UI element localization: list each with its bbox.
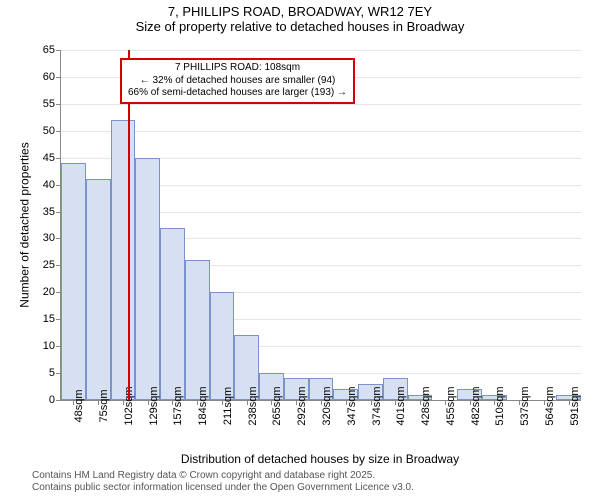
y-tick-mark: [56, 131, 61, 132]
histogram-bar: [61, 163, 86, 400]
y-tick-label: 15: [43, 313, 55, 325]
y-tick-label: 20: [43, 286, 55, 298]
x-tick-label: 482sqm: [470, 386, 482, 425]
x-tick-label: 428sqm: [420, 386, 432, 425]
annotation-box: 7 PHILLIPS ROAD: 108sqm ← 32% of detache…: [120, 58, 355, 104]
x-tick-label: 292sqm: [296, 386, 308, 425]
y-tick-mark: [56, 104, 61, 105]
x-tick-label: 455sqm: [445, 386, 457, 425]
y-axis-label: Number of detached properties: [18, 142, 32, 307]
y-tick-label: 60: [43, 71, 55, 83]
y-tick-label: 50: [43, 125, 55, 137]
x-tick-label: 564sqm: [544, 386, 556, 425]
y-tick-label: 35: [43, 206, 55, 218]
x-tick-label: 374sqm: [371, 386, 383, 425]
histogram-bar: [160, 228, 185, 400]
footer-line-1: Contains HM Land Registry data © Crown c…: [32, 470, 414, 482]
annotation-line-1: 7 PHILLIPS ROAD: 108sqm: [128, 62, 347, 75]
title-block: 7, PHILLIPS ROAD, BROADWAY, WR12 7EY Siz…: [0, 0, 600, 34]
histogram-bar: [86, 179, 111, 400]
x-tick-label: 157sqm: [172, 386, 184, 425]
grid-line: [61, 104, 581, 105]
grid-line: [61, 50, 581, 51]
y-tick-label: 65: [43, 44, 55, 56]
x-tick-label: 211sqm: [222, 387, 234, 425]
x-tick-label: 401sqm: [395, 386, 407, 425]
histogram-bar: [111, 120, 136, 400]
y-tick-label: 55: [43, 98, 55, 110]
y-tick-label: 45: [43, 152, 55, 164]
annotation-line-3: 66% of semi-detached houses are larger (…: [128, 87, 347, 100]
annotation-line-2: ← 32% of detached houses are smaller (94…: [128, 75, 347, 88]
x-tick-label: 320sqm: [321, 386, 333, 425]
y-tick-label: 0: [49, 394, 55, 406]
x-axis-label: Distribution of detached houses by size …: [60, 452, 580, 466]
x-tick-label: 537sqm: [519, 386, 531, 425]
y-tick-label: 30: [43, 232, 55, 244]
title-main: 7, PHILLIPS ROAD, BROADWAY, WR12 7EY: [0, 4, 600, 19]
x-tick-label: 347sqm: [346, 386, 358, 425]
x-tick-label: 265sqm: [271, 386, 283, 425]
y-tick-label: 40: [43, 179, 55, 191]
y-tick-mark: [56, 158, 61, 159]
y-tick-mark: [56, 400, 61, 401]
footer-line-2: Contains public sector information licen…: [32, 482, 414, 494]
histogram-bar: [210, 292, 235, 400]
grid-line: [61, 131, 581, 132]
y-tick-label: 5: [49, 367, 55, 379]
x-tick-label: 510sqm: [494, 386, 506, 425]
x-tick-label: 75sqm: [98, 389, 110, 422]
title-sub: Size of property relative to detached ho…: [0, 19, 600, 34]
footer-credit: Contains HM Land Registry data © Crown c…: [32, 470, 414, 494]
x-tick-label: 184sqm: [197, 386, 209, 425]
y-tick-label: 10: [43, 340, 55, 352]
histogram-bar: [135, 158, 160, 400]
x-tick-label: 48sqm: [73, 389, 85, 422]
y-tick-mark: [56, 77, 61, 78]
y-tick-mark: [56, 50, 61, 51]
y-tick-label: 25: [43, 259, 55, 271]
x-tick-label: 238sqm: [247, 386, 259, 425]
histogram-bar: [185, 260, 210, 400]
chart-container: 7, PHILLIPS ROAD, BROADWAY, WR12 7EY Siz…: [0, 0, 600, 500]
x-tick-label: 591sqm: [569, 386, 581, 425]
x-tick-label: 129sqm: [148, 386, 160, 425]
